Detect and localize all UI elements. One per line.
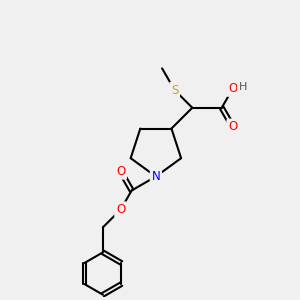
Text: O: O bbox=[116, 165, 125, 178]
Text: O: O bbox=[228, 82, 237, 95]
Text: O: O bbox=[228, 120, 237, 134]
Text: O: O bbox=[116, 203, 125, 216]
Text: S: S bbox=[171, 83, 178, 97]
Text: N: N bbox=[152, 170, 160, 183]
Text: H: H bbox=[239, 82, 247, 92]
